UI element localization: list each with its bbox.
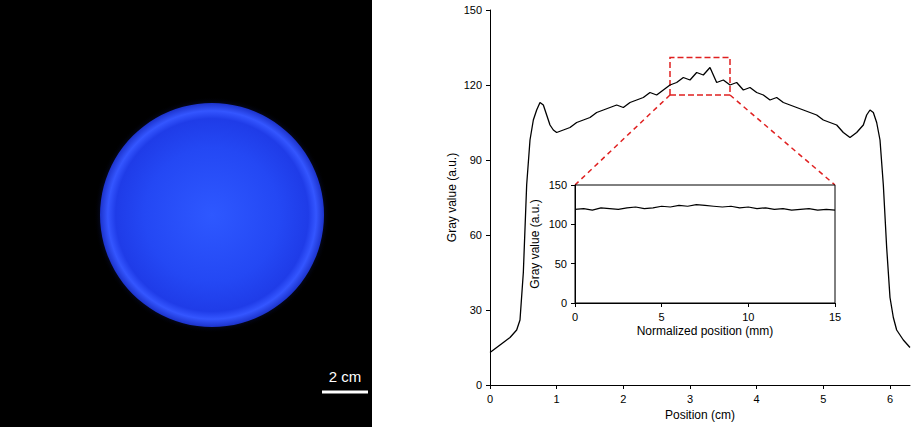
svg-text:5: 5: [820, 393, 826, 405]
svg-text:3: 3: [687, 393, 693, 405]
svg-text:120: 120: [464, 79, 482, 91]
svg-text:4: 4: [754, 393, 760, 405]
svg-text:1: 1: [554, 393, 560, 405]
svg-text:Normalized position (mm): Normalized position (mm): [637, 324, 774, 338]
svg-text:150: 150: [549, 179, 567, 191]
svg-text:50: 50: [555, 258, 567, 270]
svg-text:Gray value (a.u.): Gray value (a.u.): [528, 199, 542, 288]
svg-text:5: 5: [659, 311, 665, 323]
svg-text:Gray value (a.u.): Gray value (a.u.): [445, 153, 459, 242]
svg-text:90: 90: [470, 154, 482, 166]
svg-text:150: 150: [464, 4, 482, 16]
svg-text:0: 0: [487, 393, 493, 405]
svg-text:0: 0: [572, 311, 578, 323]
svg-text:6: 6: [887, 393, 893, 405]
svg-text:Position (cm): Position (cm): [665, 408, 735, 422]
svg-text:0: 0: [561, 297, 567, 309]
svg-text:0: 0: [476, 379, 482, 391]
svg-text:15: 15: [829, 311, 841, 323]
svg-text:60: 60: [470, 229, 482, 241]
svg-text:100: 100: [549, 218, 567, 230]
svg-text:2: 2: [620, 393, 626, 405]
svg-text:2 cm: 2 cm: [329, 368, 362, 385]
svg-text:10: 10: [742, 311, 754, 323]
svg-text:30: 30: [470, 304, 482, 316]
